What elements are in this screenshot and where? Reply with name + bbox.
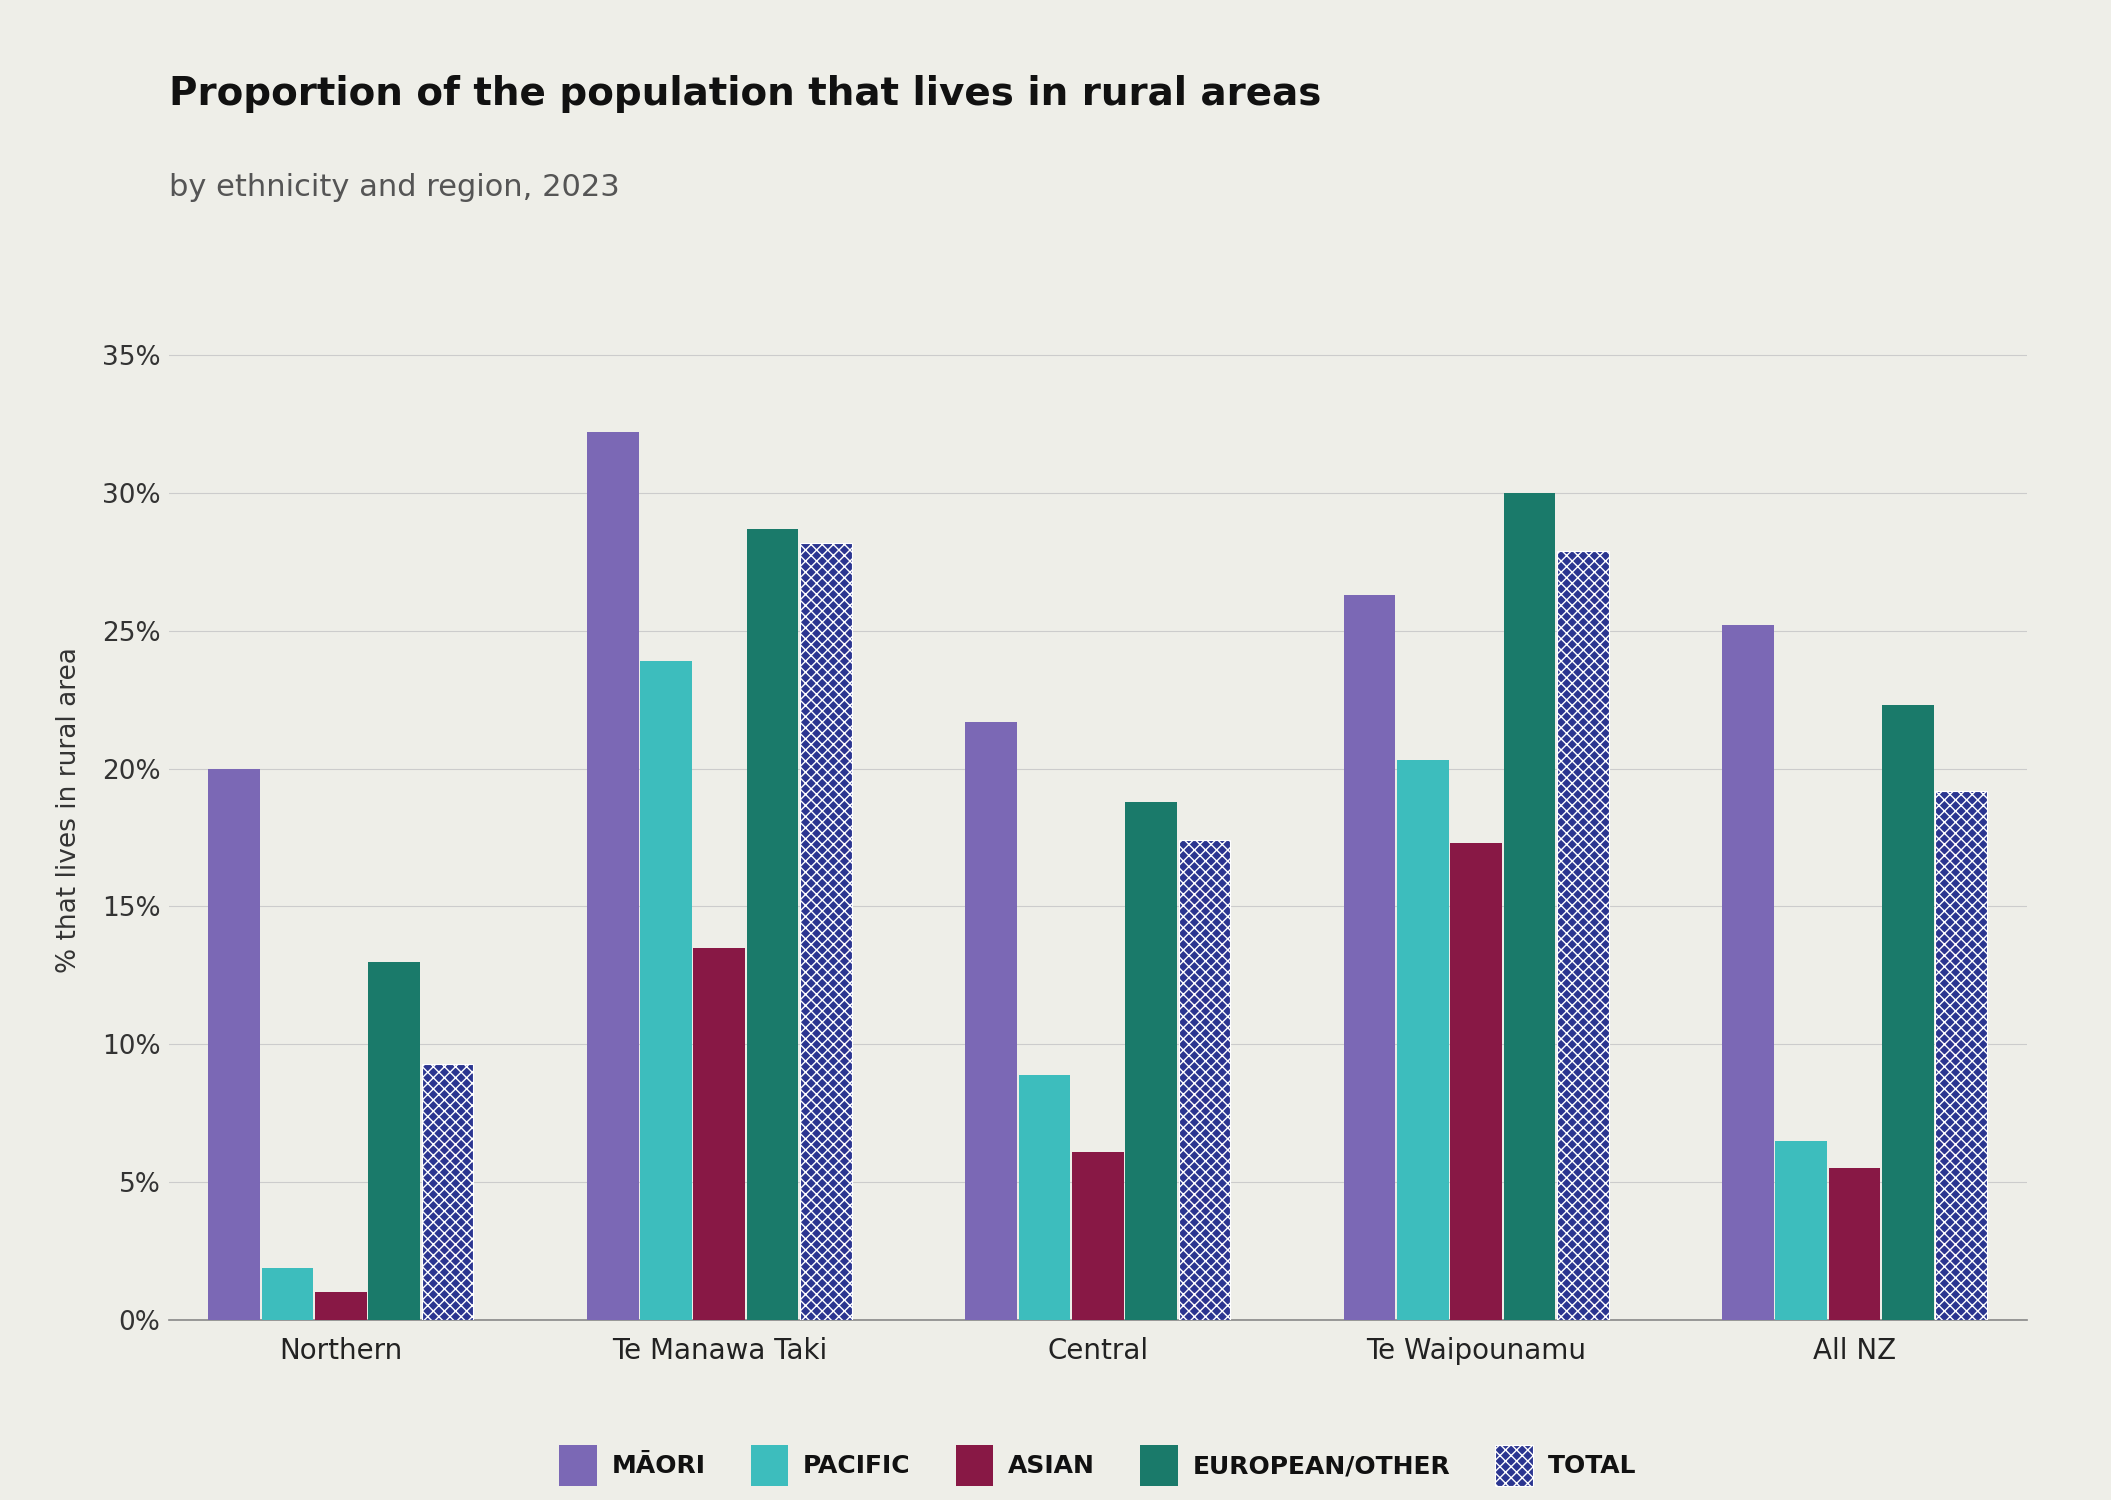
Bar — [262, 1268, 312, 1320]
Bar — [315, 1293, 367, 1320]
Bar — [640, 662, 692, 1320]
Bar — [1397, 760, 1448, 1320]
Bar — [1883, 705, 1934, 1320]
Bar — [1558, 550, 1609, 1320]
Bar — [1018, 1074, 1070, 1320]
Bar — [747, 530, 798, 1320]
Bar — [422, 1064, 473, 1320]
Bar — [1503, 494, 1556, 1320]
Bar — [1343, 596, 1395, 1320]
Bar — [1125, 801, 1178, 1320]
Bar — [1178, 840, 1231, 1320]
Text: by ethnicity and region, 2023: by ethnicity and region, 2023 — [169, 172, 621, 201]
Bar — [367, 962, 420, 1320]
Text: Proportion of the population that lives in rural areas: Proportion of the population that lives … — [169, 75, 1321, 112]
Bar — [1936, 790, 1986, 1320]
Legend: MĀORI, PACIFIC, ASIAN, EUROPEAN/OTHER, TOTAL: MĀORI, PACIFIC, ASIAN, EUROPEAN/OTHER, T… — [549, 1434, 1647, 1497]
Bar — [1828, 1168, 1881, 1320]
Bar — [800, 543, 853, 1320]
Bar — [1072, 1152, 1123, 1320]
Bar — [965, 722, 1018, 1320]
Bar — [587, 432, 638, 1320]
Y-axis label: % that lives in rural area: % that lives in rural area — [57, 646, 82, 974]
Bar — [1450, 843, 1503, 1320]
Bar — [1723, 626, 1773, 1320]
Bar — [209, 768, 260, 1320]
Bar — [692, 948, 745, 1320]
Bar — [1775, 1142, 1828, 1320]
